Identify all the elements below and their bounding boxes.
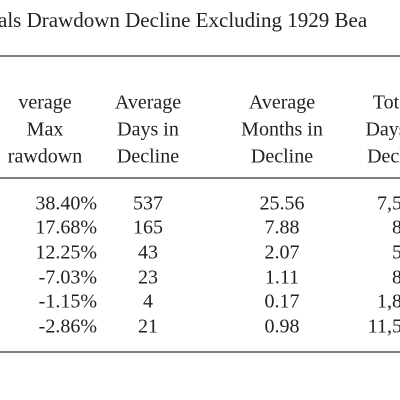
table-cell: 1,8	[377, 291, 400, 313]
table-cell: -1.15%	[39, 291, 97, 313]
column-header: Average	[249, 92, 315, 114]
table-cell: 0.17	[265, 291, 300, 313]
column-header: Decl	[367, 146, 400, 168]
column-header: rawdown	[8, 146, 82, 168]
column-header: Tot	[373, 92, 400, 114]
column-header: Decline	[251, 146, 313, 168]
table-cell: 7,5	[377, 193, 400, 215]
table-cell: 8	[392, 267, 400, 289]
table-cell: 38.40%	[35, 193, 97, 215]
table-cell: 11,5	[368, 316, 400, 338]
table-cell: 0.98	[265, 316, 300, 338]
table-cell: 21	[138, 316, 158, 338]
table-cell: 8	[392, 217, 400, 239]
table-cell: -7.03%	[39, 267, 97, 289]
column-header: Days in	[117, 119, 179, 141]
column-header: Days	[365, 119, 400, 141]
table-cell: 12.25%	[35, 242, 97, 264]
column-header: Months in	[241, 119, 323, 141]
table-cell: -2.86%	[39, 316, 97, 338]
table-cell: 5	[392, 242, 400, 264]
table-cell: 23	[138, 267, 158, 289]
table-cell: 4	[143, 291, 153, 313]
table-cell: 25.56	[260, 193, 305, 215]
table-cell: 2.07	[265, 242, 300, 264]
column-header: Decline	[117, 146, 179, 168]
table-cell: 7.88	[265, 217, 300, 239]
table-cell: 537	[133, 193, 163, 215]
table-cell: 17.68%	[35, 217, 97, 239]
column-header: Average	[115, 92, 181, 114]
table-cell: 1.11	[265, 267, 299, 289]
table-cell: 165	[133, 217, 163, 239]
table-title: als Drawdown Decline Excluding 1929 Bea	[0, 8, 368, 32]
column-header: Max	[27, 119, 64, 141]
column-header: verage	[18, 92, 71, 114]
table-cell: 43	[138, 242, 158, 264]
